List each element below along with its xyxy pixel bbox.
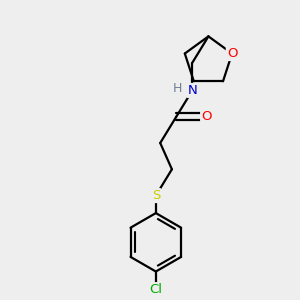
Text: N: N	[188, 84, 197, 97]
Text: Cl: Cl	[149, 283, 162, 296]
Text: H: H	[173, 82, 182, 94]
Text: O: O	[227, 47, 237, 60]
Text: O: O	[201, 110, 211, 123]
Text: S: S	[152, 189, 160, 202]
